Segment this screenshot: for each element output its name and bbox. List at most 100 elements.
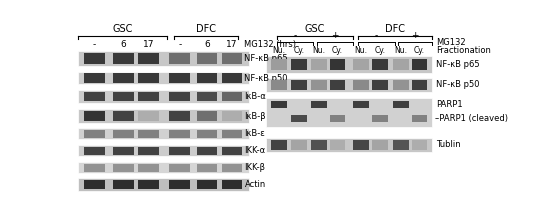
Bar xyxy=(412,80,428,90)
Text: -: - xyxy=(293,31,296,40)
Text: NF-κB p50: NF-κB p50 xyxy=(244,73,288,82)
Bar xyxy=(311,59,327,70)
Text: GSC: GSC xyxy=(112,24,133,34)
Text: DFC: DFC xyxy=(196,24,216,34)
Bar xyxy=(113,53,134,64)
Text: 6: 6 xyxy=(121,40,126,49)
Bar xyxy=(372,80,388,90)
Bar xyxy=(266,138,432,152)
Text: IKK-α: IKK-α xyxy=(244,146,266,155)
Bar xyxy=(196,180,217,189)
Bar xyxy=(291,59,307,70)
Bar xyxy=(138,180,159,189)
Bar xyxy=(372,140,388,150)
Text: +: + xyxy=(331,31,338,40)
Bar xyxy=(222,164,242,172)
Bar xyxy=(393,140,409,150)
Bar xyxy=(329,140,345,150)
Bar xyxy=(138,147,159,155)
Bar xyxy=(196,53,217,64)
Text: Nu.: Nu. xyxy=(313,46,325,55)
Bar xyxy=(222,53,242,64)
Text: -: - xyxy=(178,40,181,49)
Bar xyxy=(169,147,190,155)
Bar xyxy=(266,57,432,73)
Bar xyxy=(412,59,428,70)
Text: 17: 17 xyxy=(226,40,238,49)
Text: Nu.: Nu. xyxy=(273,46,286,55)
Bar xyxy=(77,90,249,103)
Text: Fractionation: Fractionation xyxy=(436,46,491,55)
Bar xyxy=(222,147,242,155)
Bar xyxy=(196,73,217,83)
Text: MG132: MG132 xyxy=(436,38,466,47)
Bar xyxy=(84,53,105,64)
Bar xyxy=(329,115,345,122)
Bar xyxy=(138,73,159,83)
Text: -: - xyxy=(375,31,378,40)
Text: +: + xyxy=(411,31,419,40)
Bar xyxy=(84,92,105,101)
Bar xyxy=(196,164,217,172)
Text: NF-κB p65: NF-κB p65 xyxy=(436,60,480,69)
Bar xyxy=(311,101,327,108)
Bar xyxy=(138,92,159,101)
Bar xyxy=(291,140,307,150)
Bar xyxy=(138,111,159,121)
Bar xyxy=(169,111,190,121)
Text: IκB-ε: IκB-ε xyxy=(244,129,265,138)
Text: Nu.: Nu. xyxy=(355,46,367,55)
Text: NF-κB p50: NF-κB p50 xyxy=(436,80,480,89)
Bar xyxy=(113,92,134,101)
Bar xyxy=(353,59,369,70)
Bar xyxy=(169,130,190,138)
Bar xyxy=(222,73,242,83)
Bar xyxy=(77,178,249,191)
Bar xyxy=(196,147,217,155)
Text: 17: 17 xyxy=(143,40,154,49)
Bar xyxy=(291,80,307,90)
Bar xyxy=(138,53,159,64)
Bar xyxy=(84,147,105,155)
Bar xyxy=(412,140,428,150)
Bar xyxy=(196,130,217,138)
Bar xyxy=(84,164,105,172)
Bar xyxy=(372,115,388,122)
Bar xyxy=(84,111,105,121)
Bar xyxy=(222,180,242,189)
Bar xyxy=(77,145,249,156)
Text: Cy.: Cy. xyxy=(374,46,385,55)
Bar xyxy=(372,59,388,70)
Bar xyxy=(291,115,307,122)
Bar xyxy=(353,80,369,90)
Bar xyxy=(271,101,287,108)
Bar xyxy=(84,73,105,83)
Text: DFC: DFC xyxy=(385,24,405,34)
Bar xyxy=(169,92,190,101)
Text: Cy.: Cy. xyxy=(293,46,304,55)
Bar xyxy=(353,101,369,108)
Bar xyxy=(77,51,249,66)
Bar xyxy=(222,111,242,121)
Text: –PARP1 (cleaved): –PARP1 (cleaved) xyxy=(435,114,508,123)
Bar xyxy=(196,111,217,121)
Bar xyxy=(393,59,409,70)
Bar xyxy=(77,72,249,84)
Bar xyxy=(311,140,327,150)
Bar xyxy=(113,180,134,189)
Bar xyxy=(113,111,134,121)
Bar xyxy=(196,92,217,101)
Bar xyxy=(113,130,134,138)
Bar xyxy=(329,59,345,70)
Text: Nu.: Nu. xyxy=(394,46,407,55)
Bar xyxy=(77,109,249,123)
Bar xyxy=(138,130,159,138)
Bar xyxy=(412,115,428,122)
Bar xyxy=(84,130,105,138)
Text: GSC: GSC xyxy=(305,24,325,34)
Bar xyxy=(329,80,345,90)
Bar xyxy=(138,164,159,172)
Bar xyxy=(222,130,242,138)
Bar xyxy=(271,140,287,150)
Bar xyxy=(393,80,409,90)
